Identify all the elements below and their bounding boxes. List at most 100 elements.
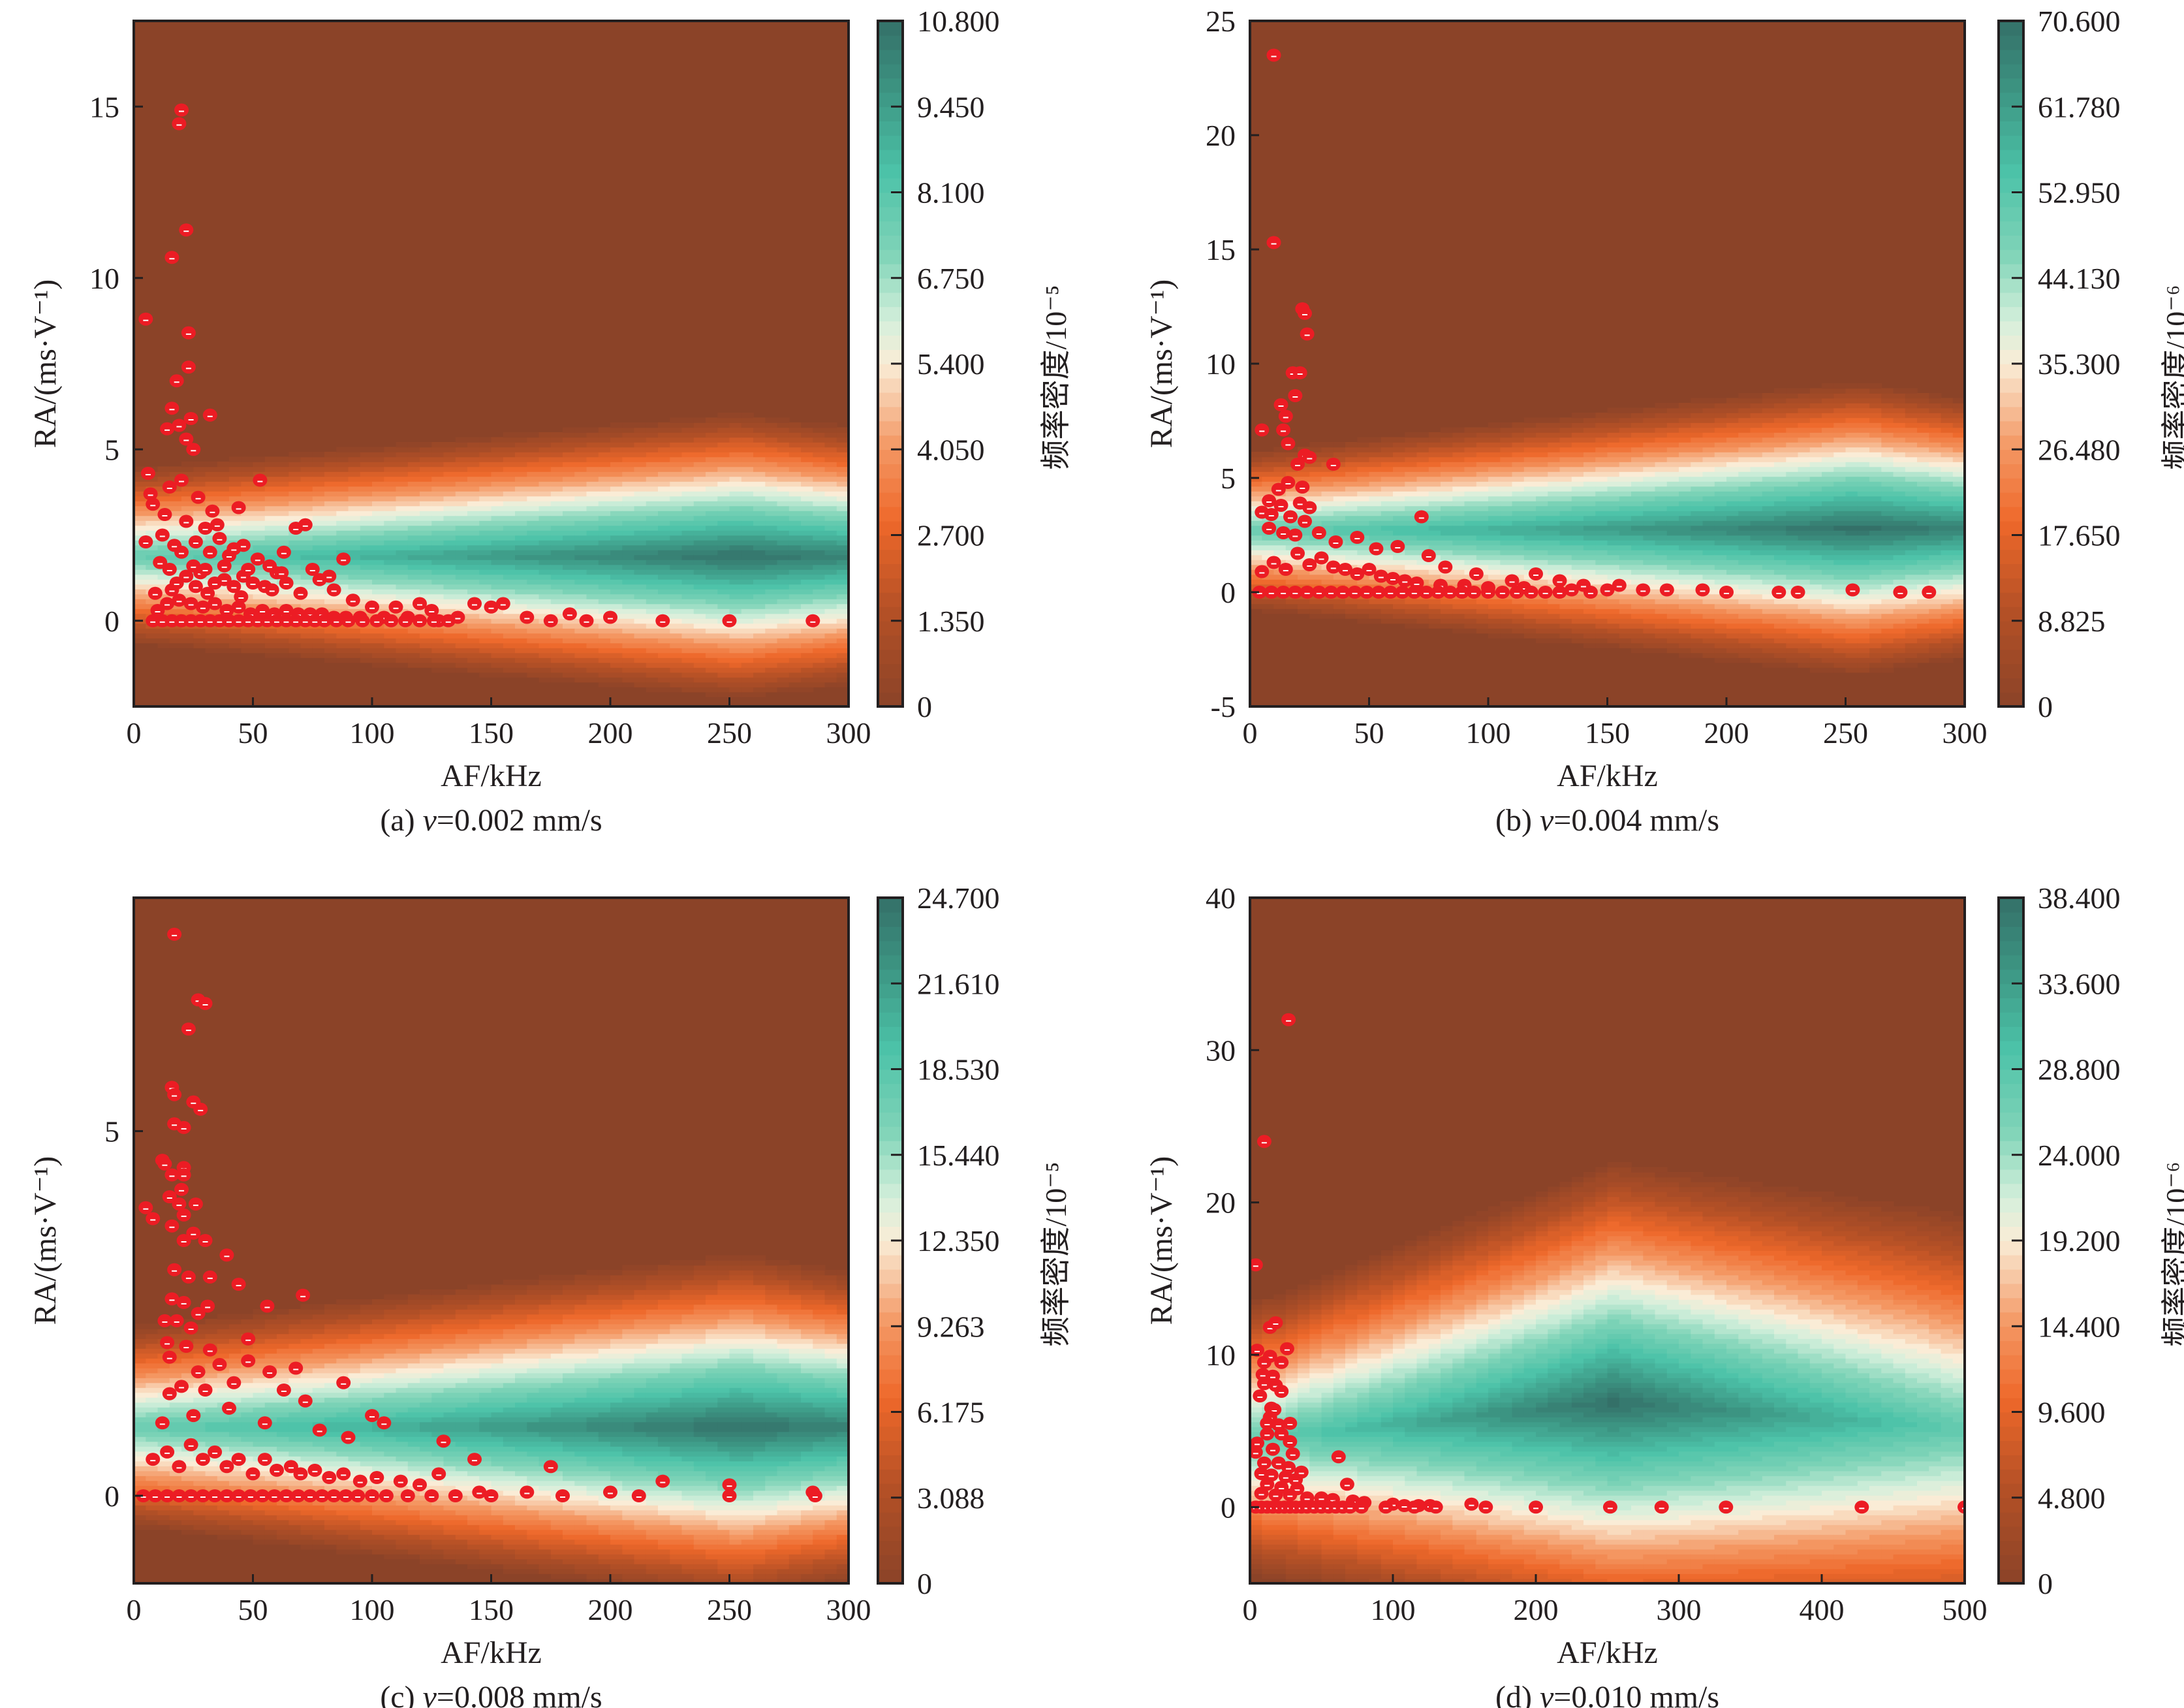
density-cell bbox=[217, 486, 230, 492]
data-point-highlight bbox=[185, 333, 191, 335]
density-cell bbox=[777, 569, 790, 575]
density-cell bbox=[574, 525, 587, 531]
density-cell bbox=[586, 545, 599, 550]
density-cell bbox=[634, 569, 647, 575]
density-cell bbox=[634, 599, 647, 605]
density-cell bbox=[1452, 456, 1465, 462]
colorbar-swatch bbox=[878, 492, 903, 507]
density-cell bbox=[717, 462, 730, 467]
density-cell bbox=[563, 564, 576, 570]
density-cell bbox=[264, 471, 277, 477]
density-cell bbox=[479, 672, 492, 678]
density-cell bbox=[324, 471, 337, 477]
density-cell bbox=[515, 642, 528, 648]
colorbar-swatch bbox=[878, 321, 903, 336]
density-cell bbox=[312, 535, 325, 541]
density-cell bbox=[420, 550, 433, 556]
density-cell bbox=[693, 437, 706, 443]
density-cell bbox=[634, 545, 647, 550]
density-cell bbox=[1512, 525, 1525, 531]
density-cell bbox=[1643, 628, 1656, 634]
density-cell bbox=[1262, 466, 1275, 472]
density-cell bbox=[1655, 603, 1668, 609]
density-cell bbox=[324, 623, 337, 629]
density-cell bbox=[1691, 648, 1704, 654]
density-cell bbox=[467, 574, 480, 580]
density-cell bbox=[836, 579, 849, 585]
density-cell bbox=[634, 525, 647, 531]
density-cell bbox=[634, 530, 647, 536]
colorbar-swatch bbox=[878, 92, 903, 108]
density-cell bbox=[1583, 574, 1597, 580]
density-cell bbox=[467, 667, 480, 673]
density-cell bbox=[1691, 505, 1704, 511]
density-cell bbox=[801, 638, 814, 644]
colorbar-tick-label: 0 bbox=[917, 690, 932, 723]
data-point bbox=[369, 614, 384, 627]
density-cell bbox=[1595, 545, 1608, 550]
density-cell bbox=[181, 462, 195, 467]
density-cell bbox=[538, 550, 552, 556]
density-cell bbox=[515, 574, 528, 580]
density-cell bbox=[1464, 456, 1477, 462]
density-cell bbox=[1428, 574, 1441, 580]
density-cell bbox=[1273, 476, 1287, 482]
density-cell bbox=[1643, 462, 1656, 467]
density-cell bbox=[1488, 442, 1501, 448]
density-cell bbox=[407, 535, 420, 541]
density-cell bbox=[289, 456, 302, 462]
density-cell bbox=[836, 427, 849, 433]
data-point bbox=[398, 614, 413, 627]
density-cell bbox=[443, 657, 456, 663]
density-cell bbox=[622, 456, 635, 462]
density-cell bbox=[538, 535, 552, 541]
data-point bbox=[279, 577, 294, 590]
density-cell bbox=[586, 520, 599, 526]
data-point-highlight bbox=[148, 494, 153, 496]
density-cell bbox=[753, 618, 766, 624]
density-cell bbox=[1464, 628, 1477, 634]
density-cell bbox=[1441, 486, 1454, 492]
density-cell bbox=[1452, 540, 1465, 546]
density-cell bbox=[729, 447, 742, 452]
density-cell bbox=[443, 511, 456, 516]
density-cell bbox=[598, 550, 611, 556]
density-cell bbox=[1416, 545, 1429, 550]
density-cell bbox=[574, 662, 587, 668]
density-cell bbox=[693, 652, 706, 658]
density-cell bbox=[1643, 486, 1656, 492]
density-cell bbox=[1559, 613, 1572, 619]
density-cell bbox=[1714, 609, 1727, 614]
density-cell bbox=[1607, 540, 1620, 546]
density-cell bbox=[467, 462, 480, 467]
density-cell bbox=[622, 682, 635, 688]
data-point-highlight bbox=[207, 621, 213, 623]
density-cell bbox=[1583, 603, 1597, 609]
density-cell bbox=[777, 599, 790, 605]
data-point bbox=[208, 597, 223, 610]
density-cell bbox=[420, 628, 433, 634]
density-cell bbox=[1285, 540, 1298, 546]
density-cell bbox=[646, 422, 659, 428]
density-cell bbox=[1369, 525, 1382, 531]
density-cell bbox=[634, 662, 647, 668]
density-cell bbox=[1631, 466, 1644, 472]
density-cell bbox=[491, 486, 504, 492]
density-cell bbox=[360, 579, 373, 585]
density-cell bbox=[1595, 642, 1608, 648]
density-cell bbox=[1666, 403, 1679, 409]
density-cell bbox=[788, 452, 802, 458]
density-cell bbox=[753, 501, 766, 507]
density-cell bbox=[1666, 554, 1679, 560]
density-cell bbox=[336, 476, 349, 482]
density-cell bbox=[563, 672, 576, 678]
density-cell bbox=[1548, 628, 1561, 634]
data-point bbox=[384, 614, 399, 627]
density-cell bbox=[348, 579, 361, 585]
density-cell bbox=[1273, 599, 1287, 605]
density-cell bbox=[598, 481, 611, 487]
density-cell bbox=[788, 682, 802, 688]
colorbar-swatch bbox=[878, 106, 903, 121]
density-cell bbox=[574, 466, 587, 472]
density-cell bbox=[646, 491, 659, 497]
